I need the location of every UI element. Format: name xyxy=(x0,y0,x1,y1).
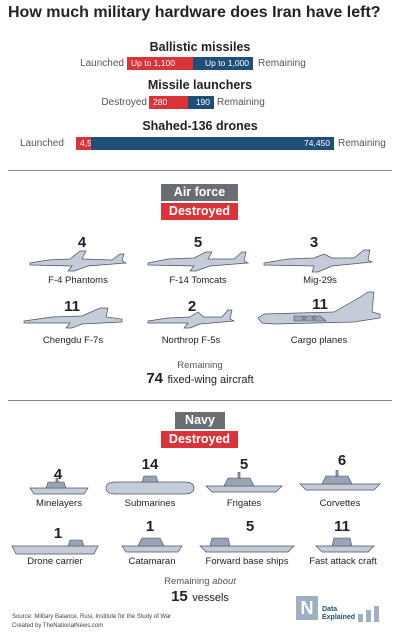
boat-icon xyxy=(315,537,375,553)
air-remaining-label: Remaining xyxy=(177,360,223,371)
fighter-jet-icon xyxy=(147,251,250,272)
navy-remaining-qualifier: about xyxy=(212,576,236,587)
navy-remaining-unit: vessels xyxy=(192,592,229,604)
f14-name: F-14 Tomcats xyxy=(169,275,227,286)
air-remaining-value: 74 xyxy=(146,370,164,387)
missile-launchers-bar: 280 190 xyxy=(149,96,214,109)
air-remaining-summary: 74 fixed-wing aircraft xyxy=(0,370,400,388)
missile-launchers-title: Missile launchers xyxy=(147,78,253,92)
navy-destroyed-badge: Destroyed xyxy=(161,431,238,448)
drone-carrier-name: Drone carrier xyxy=(27,556,83,567)
divider xyxy=(8,170,392,171)
cargo-name: Cargo planes xyxy=(290,335,348,346)
cargo-plane-icon xyxy=(257,291,381,325)
bar-value-label: 280 xyxy=(153,97,168,107)
f4-name: F-4 Phantoms xyxy=(48,275,108,286)
bar-value-label: Up to 1,100 xyxy=(131,58,175,68)
boat-icon xyxy=(121,537,183,553)
f7-name: Chengdu F-7s xyxy=(42,335,104,346)
minelayers-name: Minelayers xyxy=(36,498,82,509)
source-text: Source: Military Balance, Rusi, Institut… xyxy=(12,614,172,620)
bar-segment-remaining: 190 xyxy=(188,96,214,109)
frigates-name: Frigates xyxy=(226,498,262,509)
bar-segment-remaining: 74,450 xyxy=(91,137,334,150)
catamaran-count: 1 xyxy=(145,518,155,535)
mig29-name: Mig-29s xyxy=(303,275,337,286)
air-force-badge: Air force xyxy=(161,184,238,201)
bar-segment-remaining: Up to 1,000 xyxy=(193,57,253,70)
ship-icon xyxy=(199,537,295,553)
shahed-drones-bar: 4,550 74,450 xyxy=(76,137,334,150)
ship-icon xyxy=(299,470,381,491)
ship-icon xyxy=(205,472,283,493)
bar-segment-destroyed: 280 xyxy=(149,96,188,109)
ballistic-missiles-bar: Up to 1,100 Up to 1,000 xyxy=(127,57,253,70)
launchers-left-label: Destroyed xyxy=(101,97,147,108)
bar-segment-launched: 4,550 xyxy=(76,137,101,150)
credit-text: Created by TheNationalNews.com xyxy=(12,623,104,629)
ship-icon xyxy=(29,478,89,495)
navy-remaining-value: 15 xyxy=(171,588,188,605)
f5-count: 2 xyxy=(187,298,197,315)
f14-count: 5 xyxy=(193,234,203,251)
fast-attack-name: Fast attack craft xyxy=(309,556,377,567)
navy-remaining-summary: 15 vessels xyxy=(0,588,400,606)
forward-base-count: 5 xyxy=(245,518,255,535)
shahed-drones-title: Shahed-136 drones xyxy=(142,119,258,133)
forward-base-name: Forward base ships xyxy=(205,556,289,567)
f4-count: 4 xyxy=(77,234,87,251)
corvettes-count: 6 xyxy=(337,452,347,469)
air-remaining-unit: fixed-wing aircraft xyxy=(167,374,254,386)
submarines-count: 14 xyxy=(141,456,159,473)
submarines-name: Submarines xyxy=(124,498,176,509)
delta-jet-icon xyxy=(23,307,123,329)
fighter-jet-icon xyxy=(263,249,374,273)
ballistic-missiles-title: Ballistic missiles xyxy=(149,40,251,54)
page-title: How much military hardware does Iran hav… xyxy=(8,4,381,21)
frigates-count: 5 xyxy=(239,456,249,473)
bar-value-label: Up to 1,000 xyxy=(205,58,249,68)
ballistic-left-label: Launched xyxy=(80,58,124,69)
catamaran-name: Catamaran xyxy=(128,556,176,567)
corvettes-name: Corvettes xyxy=(319,498,361,509)
minelayers-count: 4 xyxy=(53,466,63,483)
navy-badge: Navy xyxy=(175,412,225,429)
bar-chart-logo-icon xyxy=(358,606,379,622)
drone-carrier-count: 1 xyxy=(53,525,63,542)
navy-remaining-label: Remaining xyxy=(164,576,210,587)
launchers-right-label: Remaining xyxy=(217,97,265,108)
air-force-destroyed-badge: Destroyed xyxy=(161,203,238,220)
bar-value-label: 4,550 xyxy=(80,137,101,150)
bar-value-label: 74,450 xyxy=(304,138,330,148)
fighter-jet-icon xyxy=(147,309,236,329)
ballistic-right-label: Remaining xyxy=(258,58,306,69)
bar-value-label: 190 xyxy=(195,97,210,107)
drones-right-label: Remaining xyxy=(338,138,386,149)
logo-letter: N xyxy=(296,596,318,620)
divider xyxy=(8,400,392,401)
mig29-count: 3 xyxy=(309,234,319,251)
ship-icon xyxy=(11,539,99,555)
logo-text: Data Explained xyxy=(322,606,356,621)
fighter-jet-icon xyxy=(29,250,128,272)
submarine-icon xyxy=(105,475,195,495)
navy-remaining-label-row: Remaining about xyxy=(0,576,400,587)
f5-name: Northrop F-5s xyxy=(161,335,221,346)
bar-segment-launched: Up to 1,100 xyxy=(127,57,193,70)
cargo-count: 11 xyxy=(312,296,328,313)
fast-attack-count: 11 xyxy=(334,518,350,535)
drones-left-label: Launched xyxy=(20,138,64,149)
f7-count: 11 xyxy=(64,298,80,315)
